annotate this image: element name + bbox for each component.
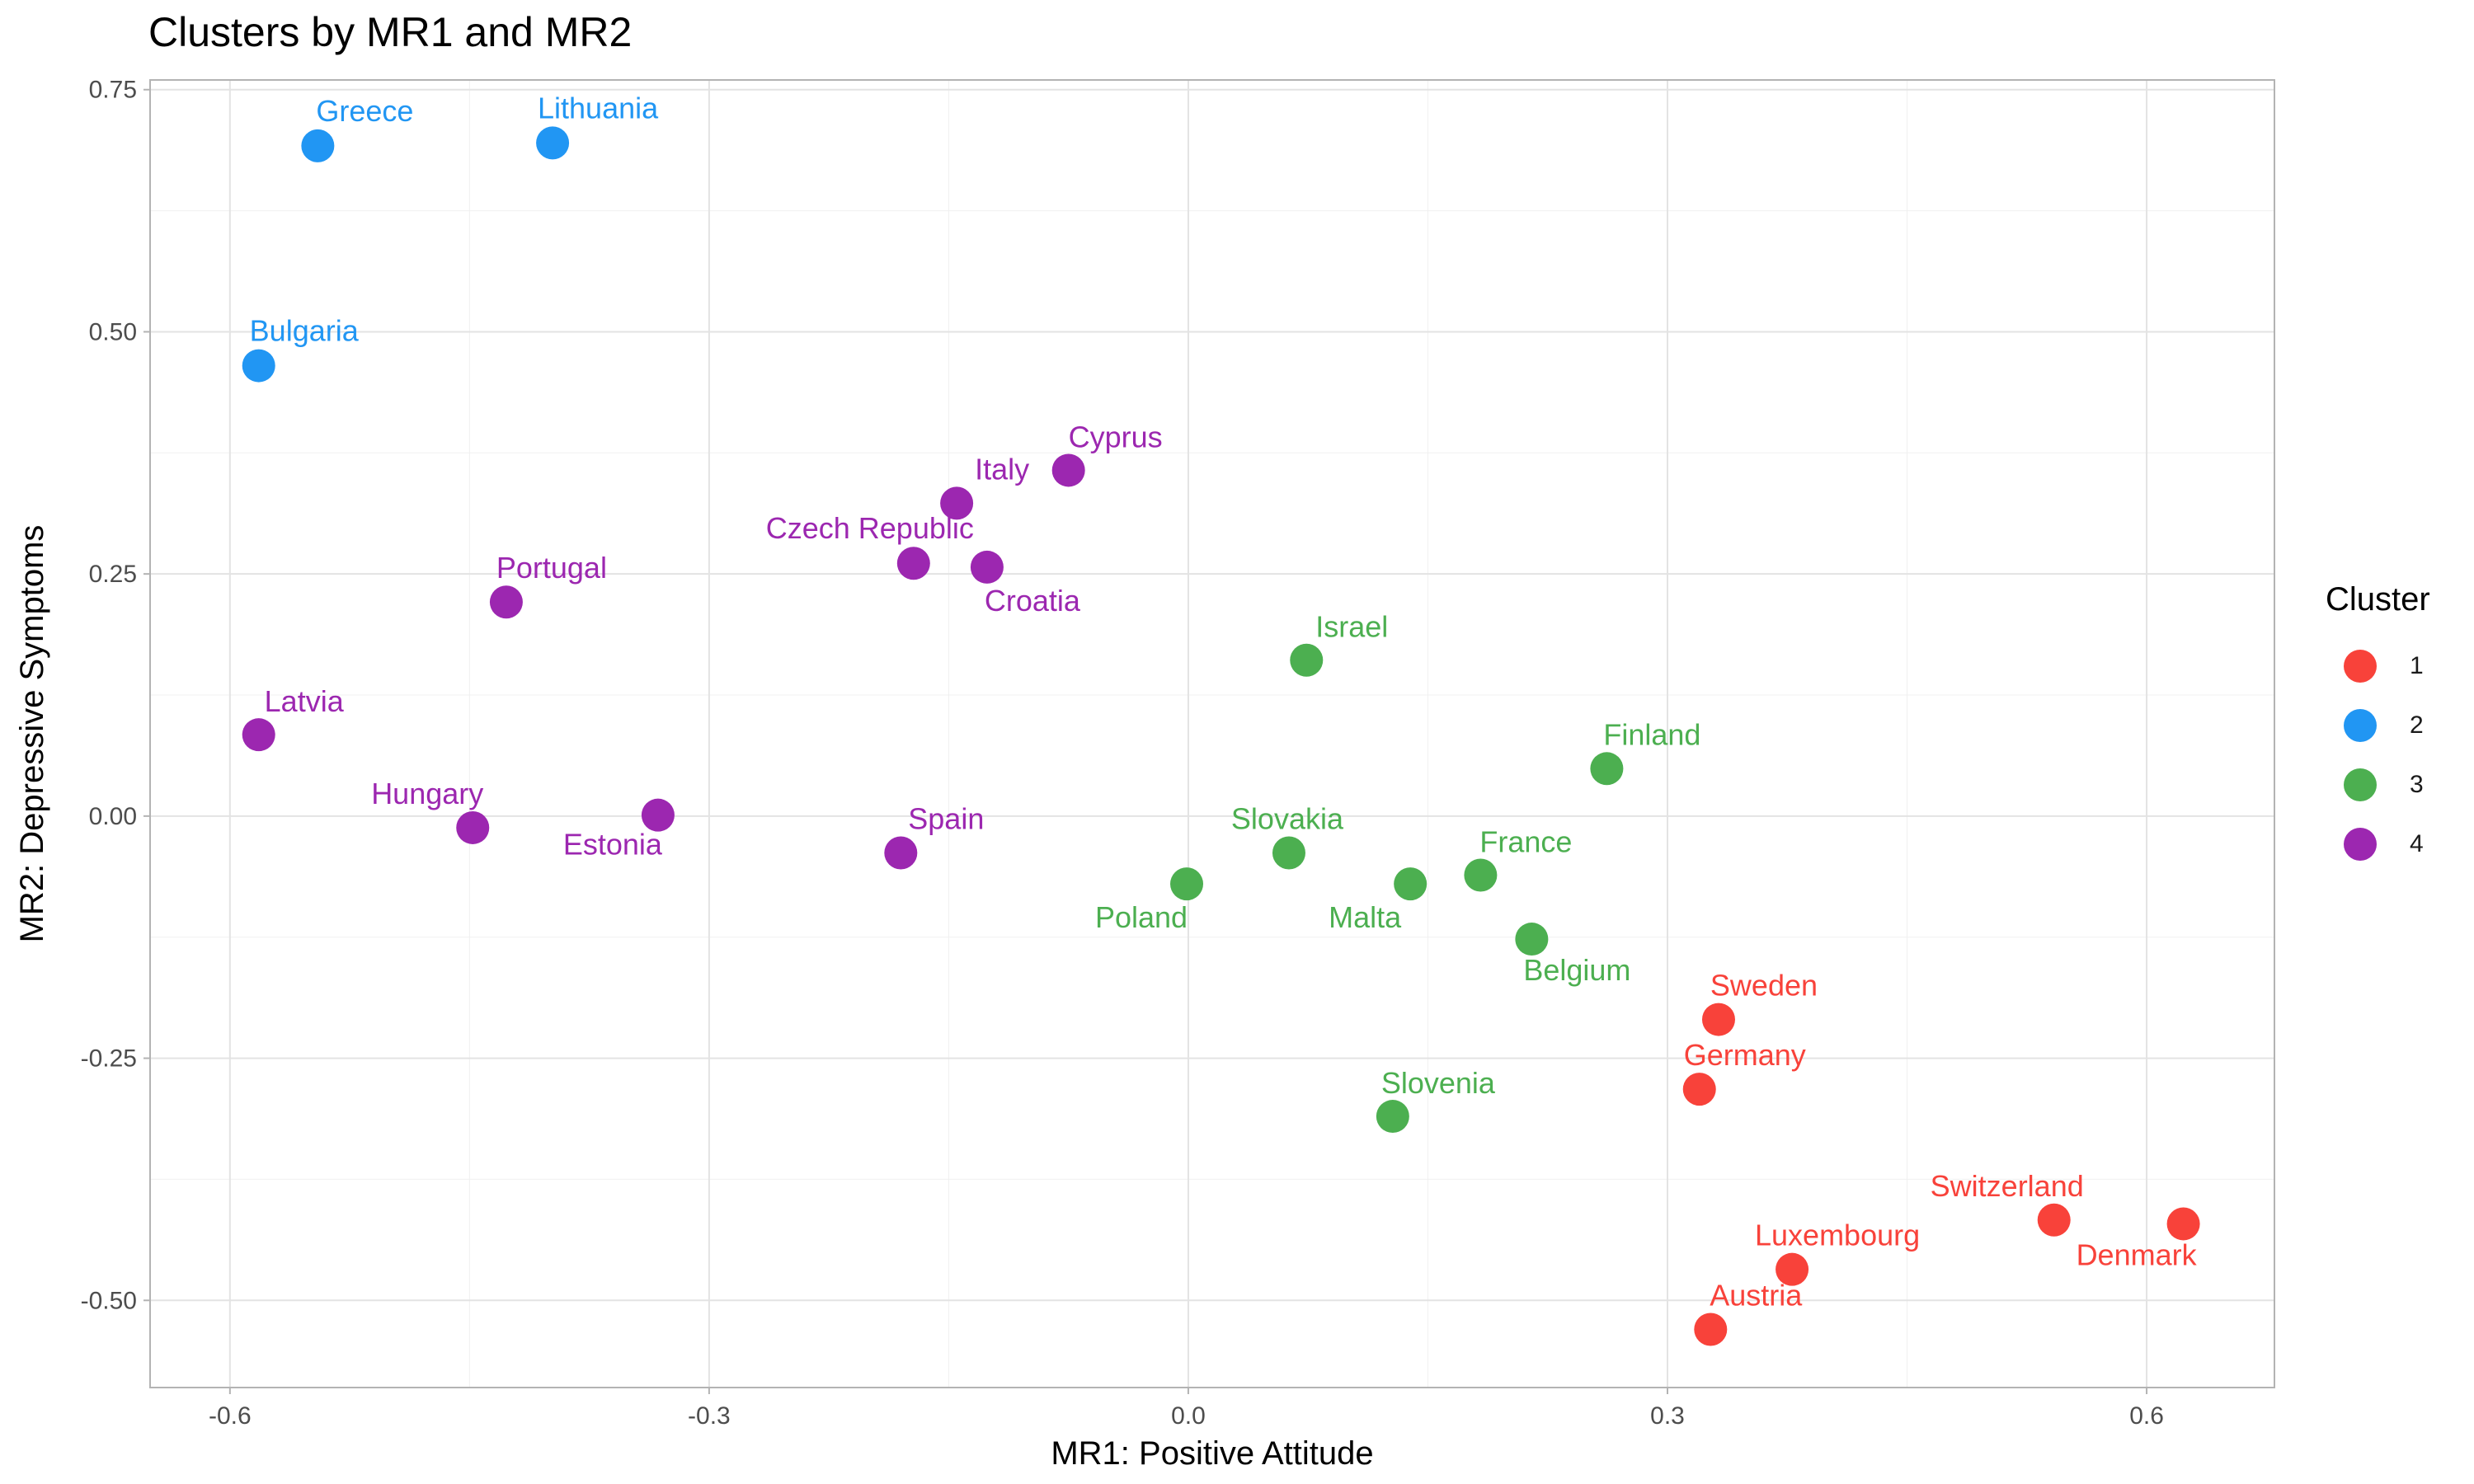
point-cyprus [1051, 453, 1085, 487]
legend-key-3 [2344, 768, 2377, 801]
point-label-cyprus: Cyprus [1069, 420, 1163, 453]
x-tick-label: -0.3 [688, 1402, 731, 1430]
point-label-czech-republic: Czech Republic [766, 511, 974, 545]
point-label-austria: Austria [1710, 1279, 1803, 1313]
y-tick-label: 0.00 [89, 803, 137, 830]
y-tick-label: 0.50 [89, 318, 137, 345]
point-label-slovakia: Slovakia [1231, 802, 1344, 836]
point-label-croatia: Croatia [985, 584, 1081, 618]
legend-label-2: 2 [2410, 711, 2424, 739]
point-label-italy: Italy [975, 452, 1029, 486]
legend-label-4: 4 [2410, 830, 2424, 857]
point-label-portugal: Portugal [496, 551, 607, 585]
legend-key-2 [2344, 709, 2377, 742]
point-luxembourg [1776, 1252, 1809, 1286]
point-label-greece: Greece [316, 94, 413, 128]
point-label-spain: Spain [908, 802, 984, 836]
point-poland [1170, 867, 1204, 901]
legend-item-4: 4 [2326, 815, 2430, 874]
legend-key-1 [2344, 650, 2377, 683]
point-spain [884, 836, 918, 870]
point-latvia [242, 718, 275, 752]
grid-lines [150, 80, 2274, 1388]
legend: Cluster 1 2 3 4 [2326, 581, 2430, 874]
point-lithuania [536, 126, 570, 160]
point-hungary [456, 810, 490, 844]
point-label-denmark: Denmark [2077, 1237, 2198, 1271]
point-label-switzerland: Switzerland [1931, 1169, 2084, 1203]
point-label-slovenia: Slovenia [1381, 1066, 1496, 1100]
y-tick-label: -0.25 [81, 1045, 137, 1073]
point-label-poland: Poland [1095, 900, 1188, 934]
x-tick-label: 0.6 [2129, 1402, 2164, 1430]
point-label-germany: Germany [1684, 1038, 1806, 1072]
point-label-hungary: Hungary [371, 777, 483, 810]
point-labels: Greece Lithuania Bulgaria Cyprus ItalyCzech … [250, 91, 2198, 1312]
point-finland [1590, 752, 1624, 786]
point-label-latvia: Latvia [265, 684, 345, 718]
y-axis-title: MR2: Depressive Symptoms [14, 525, 50, 943]
point-label-belgium: Belgium [1523, 953, 1630, 987]
point-label-israel: Israel [1315, 610, 1388, 644]
point-estonia [641, 798, 675, 832]
x-tick-label: -0.6 [209, 1402, 252, 1430]
point-italy [940, 486, 974, 520]
chart-title: Clusters by MR1 and MR2 [148, 9, 633, 55]
legend-label-3: 3 [2410, 771, 2424, 798]
point-malta [1394, 867, 1427, 901]
x-tick-label: 0.0 [1171, 1402, 1206, 1430]
point-denmark [2166, 1207, 2200, 1241]
data-points [242, 126, 2200, 1346]
point-belgium [1515, 923, 1549, 956]
axis-ticks: -0.6 -0.3 0.0 0.3 0.6 -0.50 -0.25 0.00 0.25 0.50 0… [81, 77, 2164, 1430]
point-label-sweden: Sweden [1710, 969, 1818, 1003]
point-israel [1290, 643, 1324, 677]
point-greece [301, 129, 335, 162]
point-label-finland: Finland [1603, 717, 1700, 751]
point-label-estonia: Estonia [563, 828, 663, 862]
point-label-france: France [1479, 825, 1572, 859]
legend-key-4 [2344, 828, 2377, 861]
point-sweden [1701, 1003, 1735, 1036]
y-tick-label: -0.50 [81, 1287, 137, 1314]
point-france [1464, 858, 1498, 892]
y-tick-label: 0.25 [89, 561, 137, 588]
point-label-luxembourg: Luxembourg [1755, 1219, 1920, 1252]
point-slovakia [1272, 836, 1305, 870]
point-slovenia [1376, 1100, 1409, 1134]
legend-label-1: 1 [2410, 652, 2424, 679]
legend-item-3: 3 [2326, 755, 2430, 815]
point-label-malta: Malta [1329, 900, 1402, 934]
point-bulgaria [242, 349, 275, 383]
point-croatia [970, 550, 1004, 584]
point-label-lithuania: Lithuania [538, 91, 659, 124]
point-germany [1682, 1073, 1716, 1106]
legend-item-1: 1 [2326, 636, 2430, 696]
legend-item-2: 2 [2326, 696, 2430, 755]
legend-title: Cluster [2326, 581, 2430, 618]
plot-panel-border [149, 79, 2275, 1388]
x-axis-title: MR1: Positive Attitude [1051, 1435, 1373, 1472]
y-tick-label: 0.75 [89, 77, 137, 104]
x-tick-label: 0.3 [1650, 1402, 1685, 1430]
point-austria [1694, 1313, 1728, 1346]
point-portugal [489, 585, 523, 619]
point-label-bulgaria: Bulgaria [250, 314, 360, 348]
point-czech-republic [896, 547, 930, 580]
point-switzerland [2037, 1203, 2071, 1237]
